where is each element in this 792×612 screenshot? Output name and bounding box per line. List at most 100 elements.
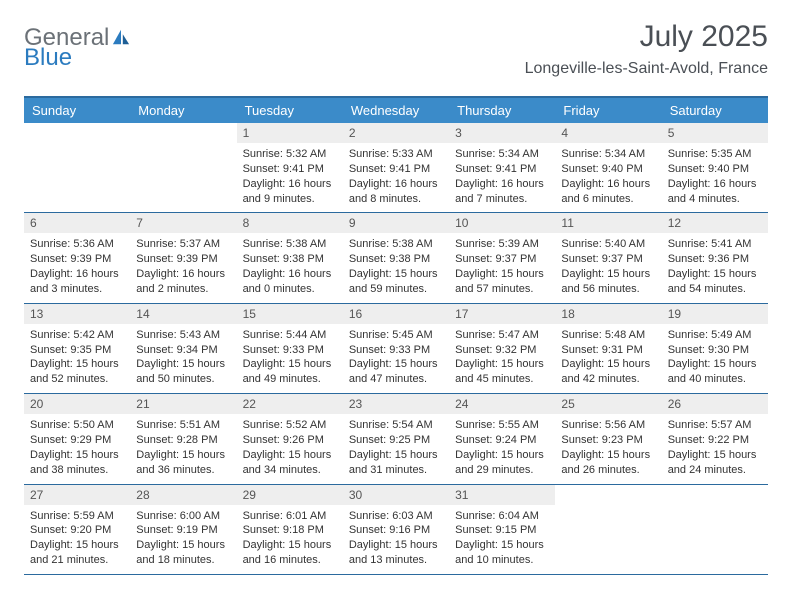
day-number: 12: [662, 213, 768, 233]
day-number: 9: [343, 213, 449, 233]
day-content: Sunrise: 5:47 AMSunset: 9:32 PMDaylight:…: [449, 324, 555, 393]
calendar-cell: 5Sunrise: 5:35 AMSunset: 9:40 PMDaylight…: [662, 123, 768, 213]
day-content: Sunrise: 5:56 AMSunset: 9:23 PMDaylight:…: [555, 414, 661, 483]
header: GeneralBlue July 2025 Longeville-les-Sai…: [24, 20, 768, 78]
day-content: Sunrise: 6:01 AMSunset: 9:18 PMDaylight:…: [237, 505, 343, 574]
calendar-cell: 27Sunrise: 5:59 AMSunset: 9:20 PMDayligh…: [24, 484, 130, 574]
day-number: 24: [449, 394, 555, 414]
day-number: 17: [449, 304, 555, 324]
calendar-cell: [24, 123, 130, 213]
calendar-cell: 21Sunrise: 5:51 AMSunset: 9:28 PMDayligh…: [130, 394, 236, 484]
calendar-cell: 4Sunrise: 5:34 AMSunset: 9:40 PMDaylight…: [555, 123, 661, 213]
day-number: 28: [130, 485, 236, 505]
calendar-row: 6Sunrise: 5:36 AMSunset: 9:39 PMDaylight…: [24, 213, 768, 303]
weekday-header: Monday: [130, 97, 236, 123]
calendar-cell: 17Sunrise: 5:47 AMSunset: 9:32 PMDayligh…: [449, 303, 555, 393]
day-number: 3: [449, 123, 555, 143]
logo: GeneralBlue: [24, 26, 131, 70]
calendar-cell: 25Sunrise: 5:56 AMSunset: 9:23 PMDayligh…: [555, 394, 661, 484]
calendar-row: 27Sunrise: 5:59 AMSunset: 9:20 PMDayligh…: [24, 484, 768, 574]
calendar-cell: 28Sunrise: 6:00 AMSunset: 9:19 PMDayligh…: [130, 484, 236, 574]
day-content: Sunrise: 5:55 AMSunset: 9:24 PMDaylight:…: [449, 414, 555, 483]
calendar-cell: 30Sunrise: 6:03 AMSunset: 9:16 PMDayligh…: [343, 484, 449, 574]
calendar-cell: 24Sunrise: 5:55 AMSunset: 9:24 PMDayligh…: [449, 394, 555, 484]
calendar-cell: 1Sunrise: 5:32 AMSunset: 9:41 PMDaylight…: [237, 123, 343, 213]
day-content: Sunrise: 5:45 AMSunset: 9:33 PMDaylight:…: [343, 324, 449, 393]
month-title: July 2025: [525, 20, 768, 54]
calendar-cell: [130, 123, 236, 213]
calendar-cell: 6Sunrise: 5:36 AMSunset: 9:39 PMDaylight…: [24, 213, 130, 303]
day-number: 16: [343, 304, 449, 324]
weekday-header: Tuesday: [237, 97, 343, 123]
calendar-cell: 14Sunrise: 5:43 AMSunset: 9:34 PMDayligh…: [130, 303, 236, 393]
day-content: Sunrise: 5:39 AMSunset: 9:37 PMDaylight:…: [449, 233, 555, 302]
day-content: Sunrise: 5:36 AMSunset: 9:39 PMDaylight:…: [24, 233, 130, 302]
day-number: 21: [130, 394, 236, 414]
weekday-header: Friday: [555, 97, 661, 123]
day-content: Sunrise: 5:49 AMSunset: 9:30 PMDaylight:…: [662, 324, 768, 393]
day-content: Sunrise: 5:57 AMSunset: 9:22 PMDaylight:…: [662, 414, 768, 483]
calendar-cell: 26Sunrise: 5:57 AMSunset: 9:22 PMDayligh…: [662, 394, 768, 484]
calendar-table: SundayMondayTuesdayWednesdayThursdayFrid…: [24, 96, 768, 575]
day-number: 15: [237, 304, 343, 324]
weekday-header-row: SundayMondayTuesdayWednesdayThursdayFrid…: [24, 97, 768, 123]
calendar-cell: [555, 484, 661, 574]
day-number: 5: [662, 123, 768, 143]
day-content: Sunrise: 5:41 AMSunset: 9:36 PMDaylight:…: [662, 233, 768, 302]
calendar-cell: 3Sunrise: 5:34 AMSunset: 9:41 PMDaylight…: [449, 123, 555, 213]
day-content: Sunrise: 5:33 AMSunset: 9:41 PMDaylight:…: [343, 143, 449, 212]
weekday-header: Wednesday: [343, 97, 449, 123]
day-number: 29: [237, 485, 343, 505]
calendar-cell: [662, 484, 768, 574]
day-content: Sunrise: 5:48 AMSunset: 9:31 PMDaylight:…: [555, 324, 661, 393]
logo-text-blue: Blue: [24, 46, 131, 70]
calendar-cell: 11Sunrise: 5:40 AMSunset: 9:37 PMDayligh…: [555, 213, 661, 303]
calendar-cell: 12Sunrise: 5:41 AMSunset: 9:36 PMDayligh…: [662, 213, 768, 303]
day-number: 31: [449, 485, 555, 505]
weekday-header: Saturday: [662, 97, 768, 123]
calendar-cell: 18Sunrise: 5:48 AMSunset: 9:31 PMDayligh…: [555, 303, 661, 393]
day-number: 25: [555, 394, 661, 414]
calendar-cell: 20Sunrise: 5:50 AMSunset: 9:29 PMDayligh…: [24, 394, 130, 484]
day-content: Sunrise: 5:50 AMSunset: 9:29 PMDaylight:…: [24, 414, 130, 483]
day-number: 26: [662, 394, 768, 414]
calendar-row: 1Sunrise: 5:32 AMSunset: 9:41 PMDaylight…: [24, 123, 768, 213]
calendar-cell: 7Sunrise: 5:37 AMSunset: 9:39 PMDaylight…: [130, 213, 236, 303]
calendar-cell: 10Sunrise: 5:39 AMSunset: 9:37 PMDayligh…: [449, 213, 555, 303]
day-content: Sunrise: 6:00 AMSunset: 9:19 PMDaylight:…: [130, 505, 236, 574]
day-number: 20: [24, 394, 130, 414]
calendar-cell: 2Sunrise: 5:33 AMSunset: 9:41 PMDaylight…: [343, 123, 449, 213]
day-number: 2: [343, 123, 449, 143]
calendar-cell: 15Sunrise: 5:44 AMSunset: 9:33 PMDayligh…: [237, 303, 343, 393]
day-number: 13: [24, 304, 130, 324]
location: Longeville-les-Saint-Avold, France: [525, 60, 768, 78]
calendar-cell: 31Sunrise: 6:04 AMSunset: 9:15 PMDayligh…: [449, 484, 555, 574]
day-content: Sunrise: 6:04 AMSunset: 9:15 PMDaylight:…: [449, 505, 555, 574]
day-number: 7: [130, 213, 236, 233]
day-content: Sunrise: 5:40 AMSunset: 9:37 PMDaylight:…: [555, 233, 661, 302]
day-content: Sunrise: 5:34 AMSunset: 9:41 PMDaylight:…: [449, 143, 555, 212]
calendar-cell: 19Sunrise: 5:49 AMSunset: 9:30 PMDayligh…: [662, 303, 768, 393]
day-content: Sunrise: 5:37 AMSunset: 9:39 PMDaylight:…: [130, 233, 236, 302]
calendar-cell: 9Sunrise: 5:38 AMSunset: 9:38 PMDaylight…: [343, 213, 449, 303]
day-content: Sunrise: 5:51 AMSunset: 9:28 PMDaylight:…: [130, 414, 236, 483]
weekday-header: Sunday: [24, 97, 130, 123]
day-content: Sunrise: 6:03 AMSunset: 9:16 PMDaylight:…: [343, 505, 449, 574]
calendar-cell: 16Sunrise: 5:45 AMSunset: 9:33 PMDayligh…: [343, 303, 449, 393]
calendar-cell: 23Sunrise: 5:54 AMSunset: 9:25 PMDayligh…: [343, 394, 449, 484]
day-number: 8: [237, 213, 343, 233]
day-number: 30: [343, 485, 449, 505]
day-content: Sunrise: 5:38 AMSunset: 9:38 PMDaylight:…: [237, 233, 343, 302]
day-content: Sunrise: 5:43 AMSunset: 9:34 PMDaylight:…: [130, 324, 236, 393]
calendar-row: 13Sunrise: 5:42 AMSunset: 9:35 PMDayligh…: [24, 303, 768, 393]
day-content: Sunrise: 5:34 AMSunset: 9:40 PMDaylight:…: [555, 143, 661, 212]
day-content: Sunrise: 5:38 AMSunset: 9:38 PMDaylight:…: [343, 233, 449, 302]
calendar-body: 1Sunrise: 5:32 AMSunset: 9:41 PMDaylight…: [24, 123, 768, 574]
day-number: 1: [237, 123, 343, 143]
day-content: Sunrise: 5:54 AMSunset: 9:25 PMDaylight:…: [343, 414, 449, 483]
title-block: July 2025 Longeville-les-Saint-Avold, Fr…: [525, 20, 768, 78]
day-number: 6: [24, 213, 130, 233]
day-content: Sunrise: 5:35 AMSunset: 9:40 PMDaylight:…: [662, 143, 768, 212]
day-number: 22: [237, 394, 343, 414]
day-number: 19: [662, 304, 768, 324]
